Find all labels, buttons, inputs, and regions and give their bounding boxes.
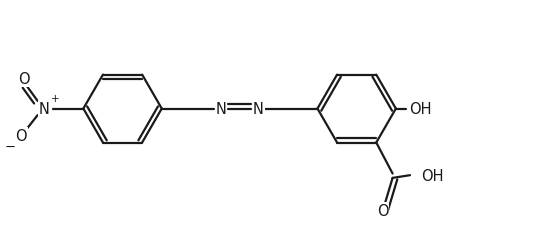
Text: N: N [216, 102, 227, 117]
Text: N: N [39, 102, 50, 117]
Text: O: O [18, 72, 29, 87]
Text: +: + [51, 93, 59, 103]
Text: OH: OH [421, 168, 443, 183]
Text: OH: OH [410, 102, 432, 117]
Text: −: − [5, 141, 16, 153]
Text: N: N [253, 102, 264, 117]
Text: O: O [377, 203, 389, 218]
Text: O: O [15, 129, 27, 144]
